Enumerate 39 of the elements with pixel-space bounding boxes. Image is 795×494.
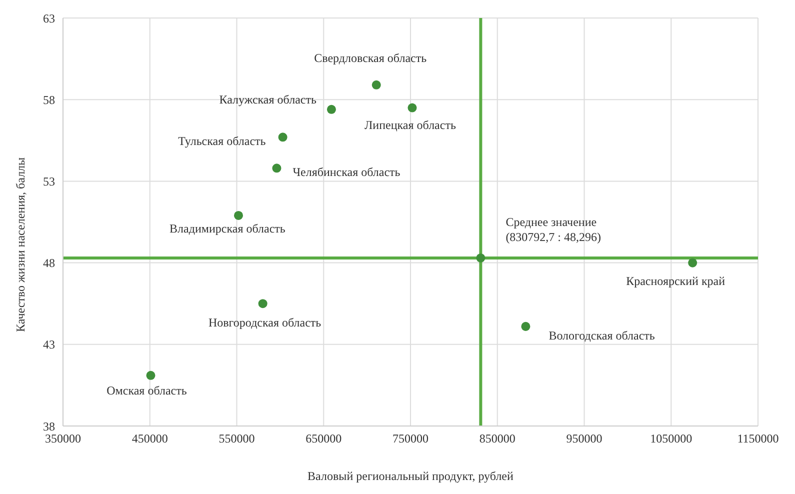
point xyxy=(278,132,288,142)
annotation: Среднее значение (830792,7 : 48,296) xyxy=(506,214,602,244)
y-axis-title: Качество жизни населения, баллы xyxy=(13,157,28,332)
y-tick-label: 48 xyxy=(43,256,55,270)
y-tick-label: 53 xyxy=(43,174,55,188)
point xyxy=(476,253,486,262)
annotation: Свердловская область xyxy=(314,50,428,65)
x-tick-label: 1050000 xyxy=(650,432,692,446)
x-tick-label: 850000 xyxy=(479,432,516,446)
annotation: Тульская область xyxy=(178,134,266,148)
x-tick-label: 450000 xyxy=(132,432,168,446)
x-tick-label: 350000 xyxy=(45,432,81,446)
x-tick-label: 550000 xyxy=(218,432,255,446)
point xyxy=(372,80,381,90)
point xyxy=(521,322,530,331)
point xyxy=(408,103,417,112)
annotation: Калужская область xyxy=(219,92,317,106)
point xyxy=(234,210,243,220)
point xyxy=(146,370,156,380)
x-tick-label: 750000 xyxy=(392,432,428,446)
point xyxy=(326,104,336,114)
annotation: Владимирская область xyxy=(170,221,286,236)
annotation: Челябинская область xyxy=(292,165,401,180)
annotation: Вологодская область xyxy=(548,328,656,342)
y-tick-label: 43 xyxy=(43,338,55,352)
annotation: Липецкая область xyxy=(364,118,456,132)
x-tick-label: 650000 xyxy=(306,432,342,446)
point xyxy=(688,258,698,268)
annotation: Новгородская область xyxy=(208,316,322,330)
annotation: Красноярский край xyxy=(626,274,726,288)
x-axis-title: Валовый региональный продукт, рублей xyxy=(308,469,514,483)
x-tick-label: 1150000 xyxy=(737,432,779,446)
point xyxy=(272,164,282,173)
x-tick-label: 950000 xyxy=(566,432,602,446)
annotation: Омская область xyxy=(106,383,188,398)
point xyxy=(258,299,268,308)
y-tick-label: 38 xyxy=(43,419,55,434)
y-tick-label: 63 xyxy=(43,11,55,26)
y-tick-label: 58 xyxy=(43,92,55,107)
